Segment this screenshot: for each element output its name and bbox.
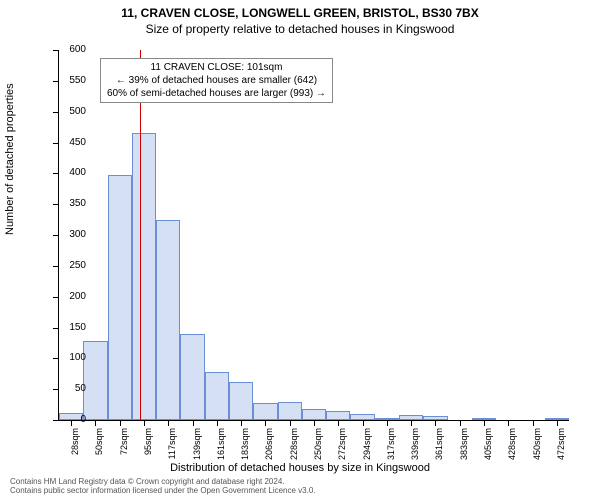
title-address: 11, CRAVEN CLOSE, LONGWELL GREEN, BRISTO… [0, 0, 600, 20]
histogram-bar [132, 133, 156, 420]
xtick [290, 420, 291, 426]
xtick [193, 420, 194, 426]
ytick-label: 350 [46, 198, 86, 209]
histogram-bar [180, 334, 204, 420]
xtick [508, 420, 509, 426]
xtick [314, 420, 315, 426]
histogram-bar [205, 372, 229, 420]
xtick-label: 272sqm [337, 428, 347, 468]
reference-line [140, 50, 141, 420]
xtick [217, 420, 218, 426]
xtick [241, 420, 242, 426]
histogram-chart [58, 50, 569, 421]
ytick-label: 400 [46, 167, 86, 178]
xtick-label: 28sqm [70, 428, 80, 468]
ytick-label: 100 [46, 352, 86, 363]
histogram-bar [278, 402, 302, 421]
histogram-bar [108, 175, 132, 420]
xtick [411, 420, 412, 426]
xtick [168, 420, 169, 426]
xtick [387, 420, 388, 426]
histogram-bar [156, 220, 180, 420]
xtick [484, 420, 485, 426]
xtick-label: 72sqm [119, 428, 129, 468]
histogram-bar [229, 382, 253, 420]
xtick [95, 420, 96, 426]
xtick-label: 405sqm [483, 428, 493, 468]
ytick-label: 300 [46, 229, 86, 240]
ytick-label: 150 [46, 322, 86, 333]
xtick-label: 450sqm [532, 428, 542, 468]
xtick-label: 117sqm [167, 428, 177, 468]
xtick-label: 317sqm [386, 428, 396, 468]
attrib-line1: Contains HM Land Registry data © Crown c… [10, 477, 316, 487]
xtick [265, 420, 266, 426]
histogram-bar [302, 409, 326, 420]
xtick [435, 420, 436, 426]
xtick-label: 161sqm [216, 428, 226, 468]
ytick-label: 0 [46, 414, 86, 425]
ytick-label: 500 [46, 106, 86, 117]
histogram-bar [253, 403, 277, 420]
xtick-label: 228sqm [289, 428, 299, 468]
attrib-line2: Contains public sector information licen… [10, 486, 316, 496]
title-subtitle: Size of property relative to detached ho… [0, 20, 600, 36]
xtick-label: 206sqm [264, 428, 274, 468]
xtick-label: 250sqm [313, 428, 323, 468]
annot-line3: 60% of semi-detached houses are larger (… [107, 87, 326, 100]
xtick [557, 420, 558, 426]
xtick-label: 183sqm [240, 428, 250, 468]
attribution: Contains HM Land Registry data © Crown c… [10, 477, 316, 496]
xtick-label: 361sqm [434, 428, 444, 468]
xtick-label: 139sqm [192, 428, 202, 468]
ytick-label: 200 [46, 291, 86, 302]
annot-line1: 11 CRAVEN CLOSE: 101sqm [107, 61, 326, 74]
xtick [363, 420, 364, 426]
xtick [144, 420, 145, 426]
xtick-label: 294sqm [362, 428, 372, 468]
xtick [338, 420, 339, 426]
histogram-bar [326, 411, 350, 420]
xtick-label: 339sqm [410, 428, 420, 468]
xtick-label: 95sqm [143, 428, 153, 468]
ytick-label: 50 [46, 383, 86, 394]
ytick-label: 250 [46, 260, 86, 271]
xtick-label: 50sqm [94, 428, 104, 468]
histogram-bar [83, 341, 107, 420]
xtick-label: 472sqm [556, 428, 566, 468]
xtick-label: 383sqm [459, 428, 469, 468]
ytick-label: 550 [46, 75, 86, 86]
ytick-label: 450 [46, 137, 86, 148]
xtick [533, 420, 534, 426]
xtick [460, 420, 461, 426]
ytick-label: 600 [46, 44, 86, 55]
y-axis-label: Number of detached properties [4, 83, 16, 235]
reference-annotation: 11 CRAVEN CLOSE: 101sqm ← 39% of detache… [100, 58, 333, 103]
xtick [120, 420, 121, 426]
annot-line2: ← 39% of detached houses are smaller (64… [107, 74, 326, 87]
xtick-label: 428sqm [507, 428, 517, 468]
